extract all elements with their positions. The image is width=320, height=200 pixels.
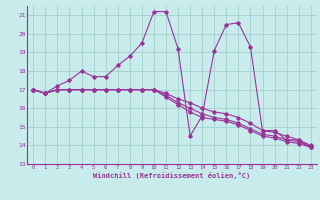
X-axis label: Windchill (Refroidissement éolien,°C): Windchill (Refroidissement éolien,°C): [93, 172, 251, 179]
